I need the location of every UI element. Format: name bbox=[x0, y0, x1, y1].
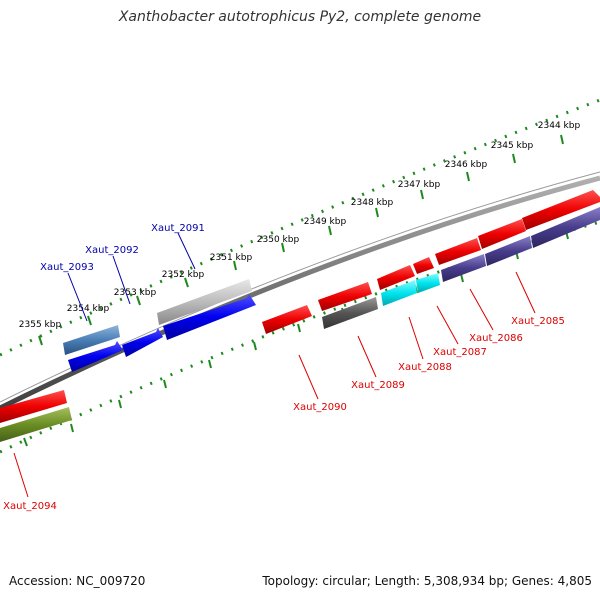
leader-line bbox=[112, 255, 131, 305]
gene-label-Xaut_2093: Xaut_2093 bbox=[40, 262, 94, 273]
ruler-tick bbox=[23, 437, 28, 447]
cog-block-Xaut_2088 bbox=[381, 280, 417, 306]
ruler-ticks-top bbox=[38, 134, 564, 346]
gene-Xaut_2084 bbox=[522, 190, 600, 230]
cog-block-Xaut_2085b bbox=[531, 207, 600, 248]
ruler-label: 2355 kbp bbox=[19, 320, 62, 330]
gene-label-Xaut_2092: Xaut_2092 bbox=[85, 245, 139, 256]
ruler-tick bbox=[328, 225, 332, 236]
ruler-tick bbox=[118, 399, 122, 409]
gene-label-Xaut_2089: Xaut_2089 bbox=[351, 380, 405, 391]
gene-Xaut_2089 bbox=[318, 282, 372, 311]
ruler-tick bbox=[375, 207, 379, 218]
gene-Xaut_2088 bbox=[377, 265, 415, 290]
gene-Xaut_2087 bbox=[413, 257, 434, 274]
leader-line bbox=[515, 271, 536, 314]
gene-labels-top: Xaut_2093 Xaut_2092 Xaut_2091 bbox=[40, 223, 205, 273]
ruler-tick bbox=[208, 359, 212, 369]
cog-block-Xaut_2094 bbox=[0, 407, 72, 442]
genome-backbone bbox=[0, 175, 600, 411]
cog-track-outer bbox=[0, 207, 600, 442]
cog-block-Xaut_2085 bbox=[485, 236, 532, 266]
ruler-tick bbox=[70, 423, 74, 433]
ruler-label: 2345 kbp bbox=[491, 141, 534, 151]
gene-label-Xaut_2090: Xaut_2090 bbox=[293, 402, 347, 413]
gene-Xaut_2090 bbox=[262, 305, 312, 334]
ruler-label: 2346 kbp bbox=[445, 160, 488, 170]
gene-label-Xaut_2091: Xaut_2091 bbox=[151, 223, 205, 234]
ruler-labels-top: 2355 kbp 2354 kbp 2353 kbp 2352 kbp 2351… bbox=[19, 121, 581, 330]
gene-Xaut_2092 bbox=[122, 328, 163, 357]
gene-Xaut_2094 bbox=[0, 390, 67, 423]
cog-block-Xaut_2087 bbox=[416, 273, 440, 293]
ruler-label: 2350 kbp bbox=[257, 235, 300, 245]
gene-Xaut_2086 bbox=[435, 238, 481, 265]
ruler-label: 2352 kbp bbox=[162, 270, 205, 280]
ruler-tick bbox=[512, 153, 516, 164]
cog-block-Xaut_2091 bbox=[157, 279, 252, 325]
leader-line bbox=[177, 232, 196, 270]
page-title: Xanthobacter autotrophicus Py2, complete… bbox=[118, 9, 482, 25]
gene-label-Xaut_2088: Xaut_2088 bbox=[398, 362, 452, 373]
ruler-label: 2351 kbp bbox=[210, 253, 253, 263]
leader-line bbox=[357, 335, 377, 378]
gene-Xaut_2093 bbox=[68, 341, 123, 372]
leader-lines-bottom bbox=[13, 271, 536, 498]
leader-line bbox=[298, 354, 319, 400]
ruler-tick bbox=[460, 273, 464, 283]
accession-text: Accession: NC_009720 bbox=[9, 574, 146, 588]
ruler-tick bbox=[233, 260, 237, 271]
gene-label-Xaut_2094: Xaut_2094 bbox=[3, 501, 57, 512]
leader-line bbox=[469, 288, 494, 331]
leader-line bbox=[13, 452, 29, 498]
ruler-tick bbox=[136, 295, 141, 306]
cog-block-Xaut_2086 bbox=[441, 254, 486, 282]
ruler-tick bbox=[420, 189, 424, 200]
ruler-tick bbox=[281, 242, 285, 253]
ruler-tick bbox=[163, 379, 167, 389]
genes-top-strand bbox=[68, 294, 256, 372]
ruler-tick bbox=[38, 335, 43, 346]
cog-block-Xaut_2093 bbox=[63, 325, 120, 355]
gene-Xaut_2091 bbox=[163, 294, 256, 340]
genes-bottom-strand bbox=[0, 190, 600, 423]
gene-Xaut_2085 bbox=[478, 219, 526, 249]
gene-labels-bottom: Xaut_2094 Xaut_2090 Xaut_2089 Xaut_2088 … bbox=[3, 316, 565, 512]
ruler-tick bbox=[466, 171, 470, 182]
ruler-label: 2344 kbp bbox=[538, 121, 581, 131]
ruler-tick bbox=[253, 341, 257, 351]
ruler-tick bbox=[87, 315, 92, 326]
gene-label-Xaut_2087: Xaut_2087 bbox=[433, 347, 487, 358]
ruler-label: 2347 kbp bbox=[398, 180, 441, 190]
gene-label-Xaut_2086: Xaut_2086 bbox=[469, 333, 523, 344]
cog-block-Xaut_2089 bbox=[322, 297, 378, 329]
ruler-label: 2354 kbp bbox=[67, 304, 110, 314]
ruler-tick bbox=[297, 323, 301, 333]
ruler-tick bbox=[560, 134, 564, 145]
leader-lines-top bbox=[67, 232, 196, 322]
leader-line bbox=[436, 305, 459, 345]
leader-line bbox=[67, 272, 88, 322]
ruler-label: 2349 kbp bbox=[304, 217, 347, 227]
ruler-label: 2348 kbp bbox=[351, 198, 394, 208]
genome-summary-text: Topology: circular; Length: 5,308,934 bp… bbox=[262, 574, 592, 588]
ruler-tick bbox=[184, 277, 189, 288]
gene-label-Xaut_2085: Xaut_2085 bbox=[511, 316, 565, 327]
ruler-label: 2353 kbp bbox=[114, 288, 157, 298]
leader-line bbox=[408, 316, 424, 360]
